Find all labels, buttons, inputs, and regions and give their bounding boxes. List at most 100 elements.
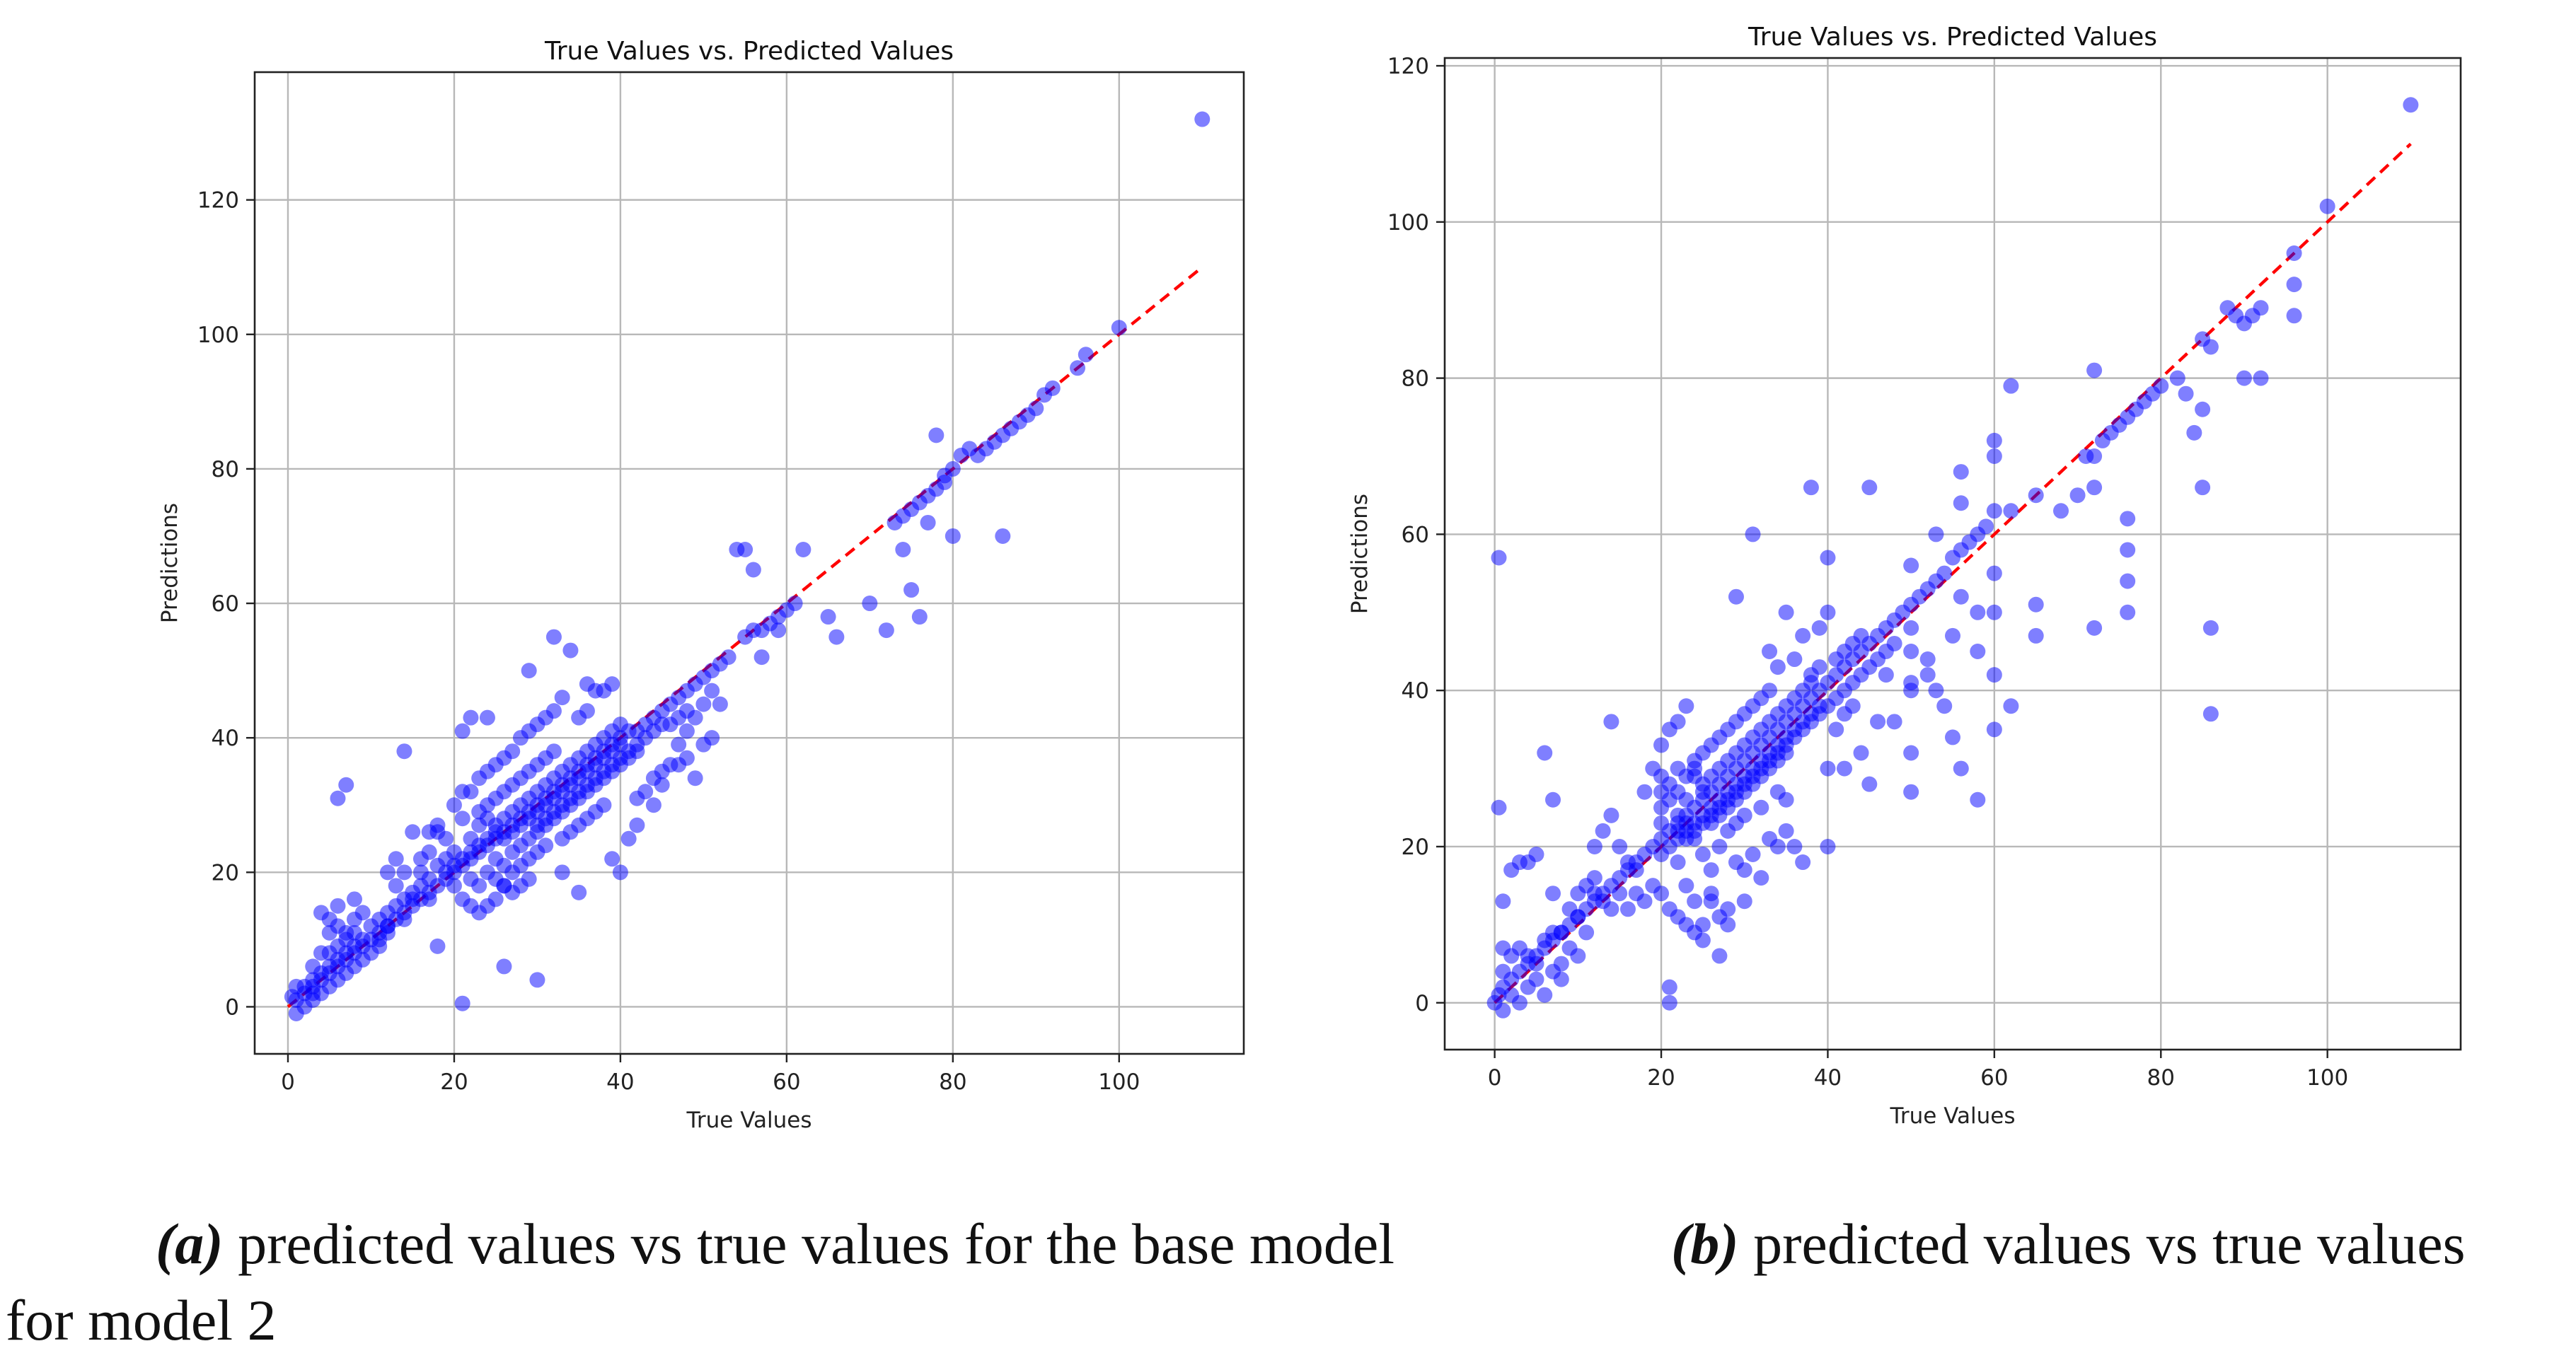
data-point — [1970, 643, 1986, 659]
data-point — [1578, 924, 1595, 941]
data-point — [1194, 111, 1211, 127]
data-point — [330, 790, 346, 806]
data-point — [612, 864, 628, 881]
data-point — [1903, 675, 1919, 691]
data-point — [1878, 667, 1894, 683]
data-point — [2219, 300, 2236, 316]
data-point — [2003, 378, 2019, 394]
data-point — [678, 723, 695, 739]
data-point — [945, 528, 961, 544]
data-point — [1636, 784, 1653, 800]
data-point — [1670, 714, 1686, 730]
data-point — [1711, 948, 1728, 964]
data-point — [2003, 698, 2019, 714]
data-point — [1694, 932, 1711, 948]
data-point — [454, 811, 470, 827]
data-point — [2195, 401, 2211, 417]
x-tick-label: 20 — [1647, 1065, 1675, 1091]
data-point — [1919, 667, 1936, 683]
data-point — [1545, 791, 1561, 808]
data-point — [396, 743, 412, 760]
data-point — [1503, 987, 1520, 1003]
data-point — [712, 696, 728, 712]
data-point — [1919, 651, 1936, 668]
y-tick-label: 120 — [197, 188, 239, 214]
data-point — [1753, 799, 1769, 816]
data-point — [1495, 893, 1511, 910]
data-point — [1928, 526, 1944, 542]
caption-a-tag: (a) — [156, 1212, 224, 1276]
data-point — [1820, 550, 1836, 566]
data-point — [1853, 627, 1869, 644]
data-point — [828, 629, 845, 645]
data-point — [1903, 643, 1919, 659]
data-point — [1661, 979, 1677, 995]
data-point — [2069, 487, 2086, 504]
data-point — [446, 878, 462, 894]
data-point — [346, 891, 362, 907]
data-point — [421, 891, 437, 907]
data-point — [2086, 620, 2103, 636]
data-point — [1903, 745, 1919, 761]
data-point — [678, 703, 695, 719]
data-point — [305, 958, 321, 975]
data-point — [2195, 331, 2211, 347]
data-point — [1986, 503, 2002, 519]
data-point — [1619, 901, 1636, 917]
data-point — [1753, 870, 1769, 886]
data-point — [2178, 385, 2194, 402]
data-point — [1986, 448, 2002, 465]
data-point — [2120, 542, 2136, 558]
data-point — [1528, 971, 1544, 987]
data-point — [1870, 714, 1886, 730]
x-tick-label: 40 — [1814, 1065, 1842, 1091]
data-point — [2028, 627, 2044, 644]
data-point — [1778, 745, 1794, 761]
data-point — [1820, 838, 1836, 854]
data-point — [928, 427, 945, 443]
y-tick-label: 40 — [1402, 678, 1429, 704]
data-point — [745, 562, 761, 578]
data-point — [1853, 745, 1869, 761]
data-point — [953, 447, 969, 463]
data-point — [1795, 854, 1811, 871]
data-point — [479, 709, 495, 726]
data-point — [862, 596, 878, 612]
data-point — [2120, 604, 2136, 620]
y-tick-label: 80 — [1402, 366, 1429, 392]
data-point — [1903, 620, 1919, 636]
data-point — [1636, 893, 1653, 910]
data-point — [2094, 432, 2110, 448]
data-point — [2202, 620, 2219, 636]
chart-b-xlabel: True Values — [1890, 1103, 2016, 1129]
data-point — [1661, 994, 1677, 1011]
x-tick-label: 100 — [1098, 1069, 1140, 1095]
data-point — [1687, 760, 1703, 777]
data-point — [1811, 698, 1827, 714]
x-tick-label: 40 — [606, 1069, 634, 1095]
y-tick-label: 0 — [1415, 991, 1429, 1016]
data-point — [1736, 893, 1752, 910]
data-point — [1720, 901, 1736, 917]
data-point — [554, 690, 570, 706]
data-point — [1694, 847, 1711, 863]
data-point — [1595, 823, 1611, 839]
data-point — [1786, 651, 1803, 668]
data-point — [1586, 838, 1602, 854]
data-point — [678, 750, 695, 766]
data-point — [1612, 838, 1628, 854]
data-point — [1491, 799, 1507, 816]
y-tick-label: 20 — [1402, 835, 1429, 860]
data-point — [1711, 838, 1728, 854]
data-point — [1553, 971, 1569, 987]
data-point — [1903, 557, 1919, 574]
caption-continuation-text: for model 2 — [6, 1288, 277, 1352]
data-point — [1778, 791, 1794, 808]
data-point — [2236, 370, 2252, 386]
data-point — [1653, 815, 1670, 831]
data-point — [545, 629, 562, 645]
data-point — [654, 763, 670, 779]
data-point — [1886, 714, 1902, 730]
x-tick-label: 20 — [440, 1069, 468, 1095]
data-point — [629, 736, 645, 753]
